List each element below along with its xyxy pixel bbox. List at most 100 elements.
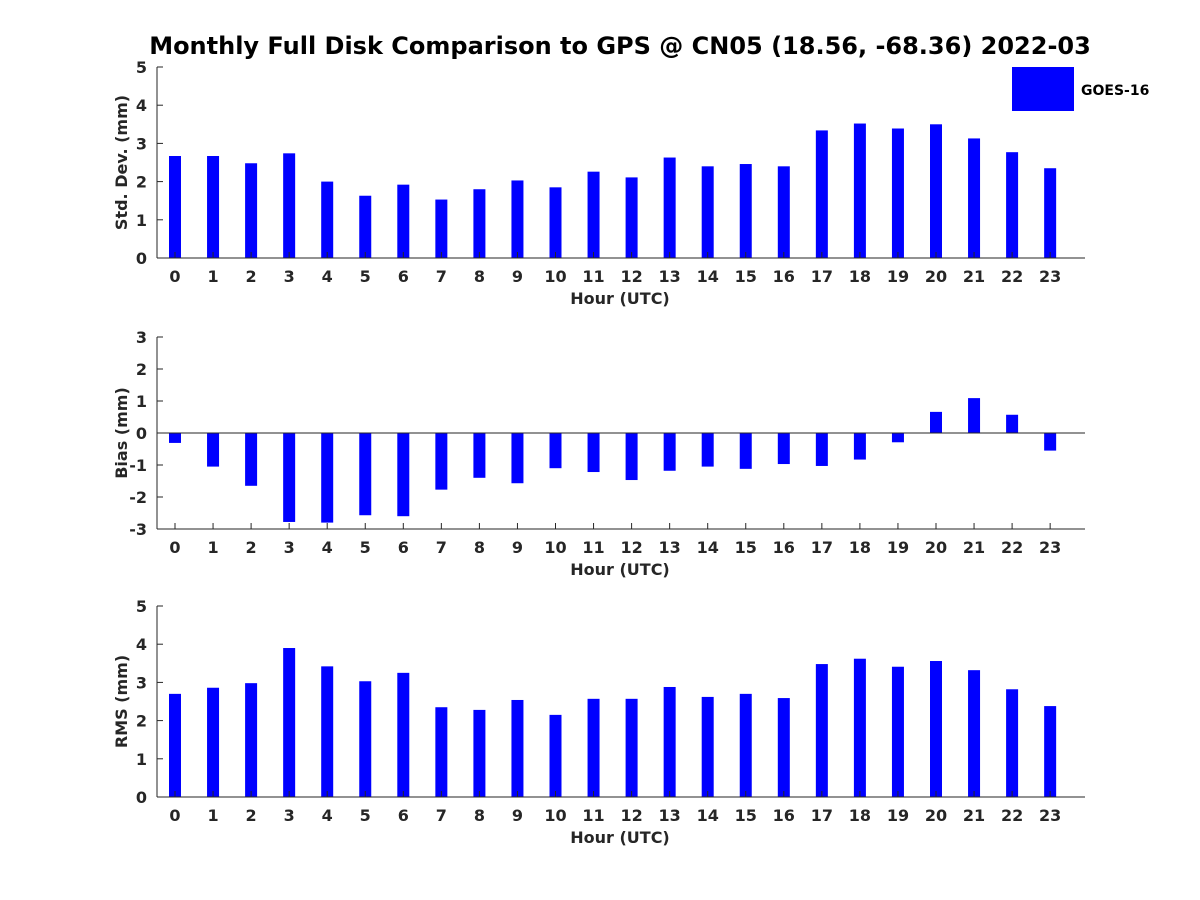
bias-x-tick-label: 3 (284, 538, 295, 557)
std-dev-x-tick-label: 2 (246, 267, 257, 286)
bias-x-tick-label: 8 (474, 538, 485, 557)
std-dev-y-tick-label: 0 (136, 249, 147, 268)
rms-bar-2 (245, 683, 258, 797)
rms-bar-4 (321, 666, 334, 797)
rms-bar-15 (739, 693, 752, 797)
std-dev-x-tick-label: 5 (360, 267, 371, 286)
rms-y-tick-label: 3 (136, 673, 147, 692)
rms-x-tick-label: 10 (544, 806, 566, 825)
std-dev-bar-21 (968, 138, 981, 258)
bias-bar-18 (853, 433, 866, 460)
rms-x-tick-label: 9 (512, 806, 523, 825)
bias-bar-16 (777, 433, 790, 465)
bias-bar-23 (1044, 433, 1057, 451)
rms-bar-12 (625, 698, 638, 797)
bias-x-tick-label: 12 (620, 538, 642, 557)
std-dev-bar-20 (930, 124, 942, 258)
std-dev-x-tick-label: 11 (582, 267, 604, 286)
bias-y-tick-label: -3 (129, 520, 147, 539)
bias-bar-19 (891, 433, 904, 443)
bias-x-tick-label: 17 (811, 538, 833, 557)
rms-bar-8 (473, 709, 486, 797)
std-dev-bar-12 (625, 177, 638, 258)
std-dev-bar-3 (283, 153, 296, 258)
rms-x-tick-label: 18 (849, 806, 871, 825)
rms-x-tick-label: 11 (582, 806, 604, 825)
rms-x-tick-label: 1 (207, 806, 218, 825)
bias-x-tick-label: 6 (398, 538, 409, 557)
rms-y-tick-label: 0 (136, 788, 147, 807)
std-dev-bar-23 (1044, 168, 1057, 258)
bias-y-tick-label: -2 (129, 488, 147, 507)
std-dev-bar-13 (663, 157, 676, 258)
bias-bar-10 (549, 433, 562, 469)
bias-x-tick-label: 9 (512, 538, 523, 557)
rms-x-tick-label: 3 (284, 806, 295, 825)
bias-bar-11 (587, 433, 600, 473)
std-dev-x-tick-label: 20 (925, 267, 947, 286)
rms-x-tick-label: 17 (811, 806, 833, 825)
bias-bar-22 (1006, 414, 1019, 433)
std-dev-x-tick-label: 12 (620, 267, 642, 286)
std-dev-bar-4 (321, 181, 334, 258)
bias-y-tick-label: 2 (136, 360, 147, 379)
std-dev-x-tick-label: 15 (735, 267, 757, 286)
rms-x-tick-label: 22 (1001, 806, 1023, 825)
rms-x-tick-label: 12 (620, 806, 642, 825)
rms-x-tick-label: 4 (322, 806, 333, 825)
bias-x-axis-label: Hour (UTC) (570, 560, 670, 579)
rms-bar-16 (777, 698, 790, 797)
bias-x-tick-label: 21 (963, 538, 985, 557)
bias-bar-3 (283, 433, 296, 522)
bias-bar-8 (473, 433, 486, 478)
bias-x-tick-label: 0 (169, 538, 180, 557)
bias-x-tick-label: 4 (322, 538, 333, 557)
bias-bar-13 (663, 433, 676, 471)
legend-swatch (1012, 67, 1074, 111)
std-dev-y-tick-label: 5 (136, 58, 147, 77)
std-dev-x-tick-label: 1 (207, 267, 218, 286)
rms-bar-13 (663, 686, 676, 797)
legend-label: GOES-16 (1081, 83, 1149, 99)
std-dev-y-tick-label: 2 (136, 173, 147, 192)
std-dev-x-tick-label: 3 (284, 267, 295, 286)
rms-bar-21 (968, 670, 981, 797)
std-dev-x-tick-label: 16 (773, 267, 795, 286)
std-dev-bar-9 (511, 180, 524, 258)
bias-bar-1 (207, 433, 220, 467)
rms-y-tick-label: 5 (136, 597, 147, 616)
bias-bar-6 (397, 433, 410, 517)
rms-x-tick-label: 19 (887, 806, 909, 825)
legend: GOES-16 (1012, 67, 1149, 111)
std-dev-x-tick-label: 4 (322, 267, 333, 286)
rms-x-tick-label: 2 (246, 806, 257, 825)
bias-x-tick-label: 15 (735, 538, 757, 557)
rms-bar-3 (283, 648, 296, 797)
std-dev-x-tick-label: 18 (849, 267, 871, 286)
bias-bar-7 (435, 433, 448, 490)
rms-x-tick-label: 7 (436, 806, 447, 825)
bias-x-tick-label: 7 (436, 538, 447, 557)
std-dev-y-tick-label: 3 (136, 134, 147, 153)
std-dev-bar-10 (549, 187, 562, 258)
std-dev-bar-14 (701, 166, 714, 258)
rms-x-axis-label: Hour (UTC) (570, 828, 670, 847)
std-dev-bar-18 (853, 123, 866, 258)
std-dev-bar-6 (397, 184, 410, 258)
bias-bar-21 (968, 398, 981, 433)
rms-bar-17 (815, 664, 828, 797)
rms-bar-6 (397, 672, 410, 797)
std-dev-bar-11 (587, 171, 600, 258)
bias-x-tick-label: 1 (207, 538, 218, 557)
bias-x-tick-label: 19 (887, 538, 909, 557)
bias-x-tick-label: 13 (659, 538, 681, 557)
rms-x-tick-label: 8 (474, 806, 485, 825)
rms-x-tick-label: 14 (697, 806, 719, 825)
bias-y-tick-label: -1 (129, 456, 147, 475)
std-dev-bar-0 (169, 156, 181, 258)
bias-x-tick-label: 16 (773, 538, 795, 557)
